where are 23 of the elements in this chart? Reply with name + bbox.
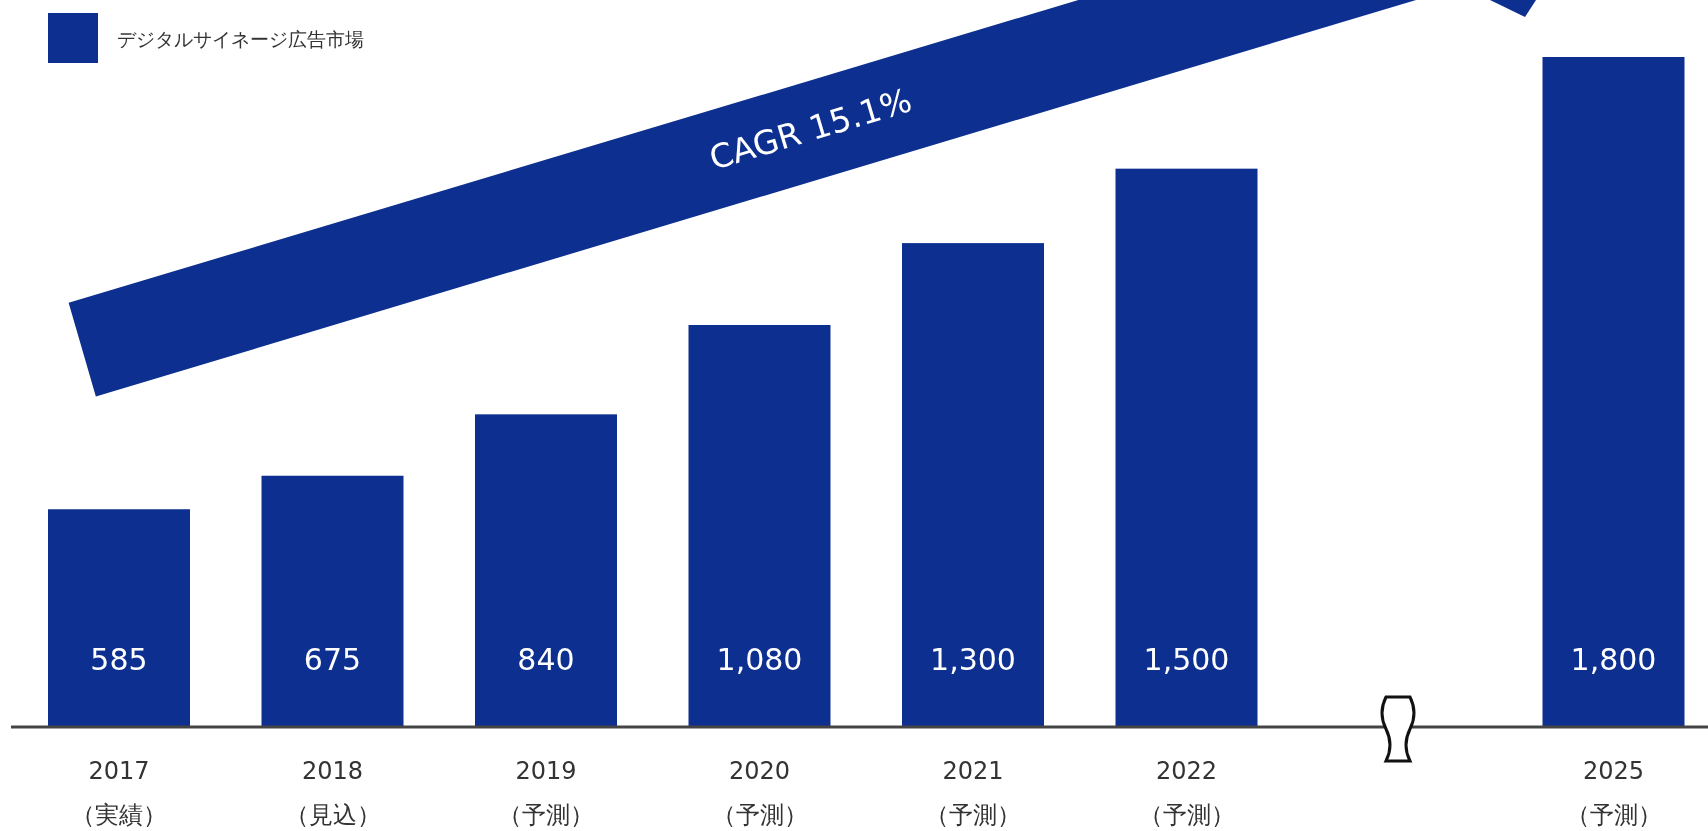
x-tick-label: 2021 （予測） (925, 757, 1021, 829)
x-tick-label: 2022 （予測） (1138, 757, 1235, 829)
data-label: 1,500 (1143, 641, 1230, 677)
x-tick-label: 2018 （見込） (284, 757, 381, 829)
annotation: CAGR 15.1% (704, 80, 917, 178)
bar (902, 243, 1044, 727)
bar (688, 325, 831, 727)
bar (261, 475, 404, 727)
bar (475, 414, 617, 727)
data-label: 840 (517, 641, 575, 677)
x-tick-label: 2025 （予測） (1565, 757, 1662, 829)
data-label: 1,800 (1570, 641, 1657, 677)
bar (48, 509, 190, 727)
data-label: 585 (90, 641, 148, 677)
x-tick-label: 2019 （予測） (498, 757, 594, 829)
x-tick-label: 2017 （実績） (71, 757, 167, 829)
data-label: 1,300 (930, 641, 1016, 677)
bar (1115, 168, 1258, 727)
bar (1542, 57, 1685, 727)
legend: デジタルサイネージ広告市場 (48, 13, 364, 63)
data-label: 675 (303, 641, 362, 677)
data-label: 1,080 (716, 641, 803, 677)
x-tick-label: 2020 （予測） (711, 757, 808, 829)
